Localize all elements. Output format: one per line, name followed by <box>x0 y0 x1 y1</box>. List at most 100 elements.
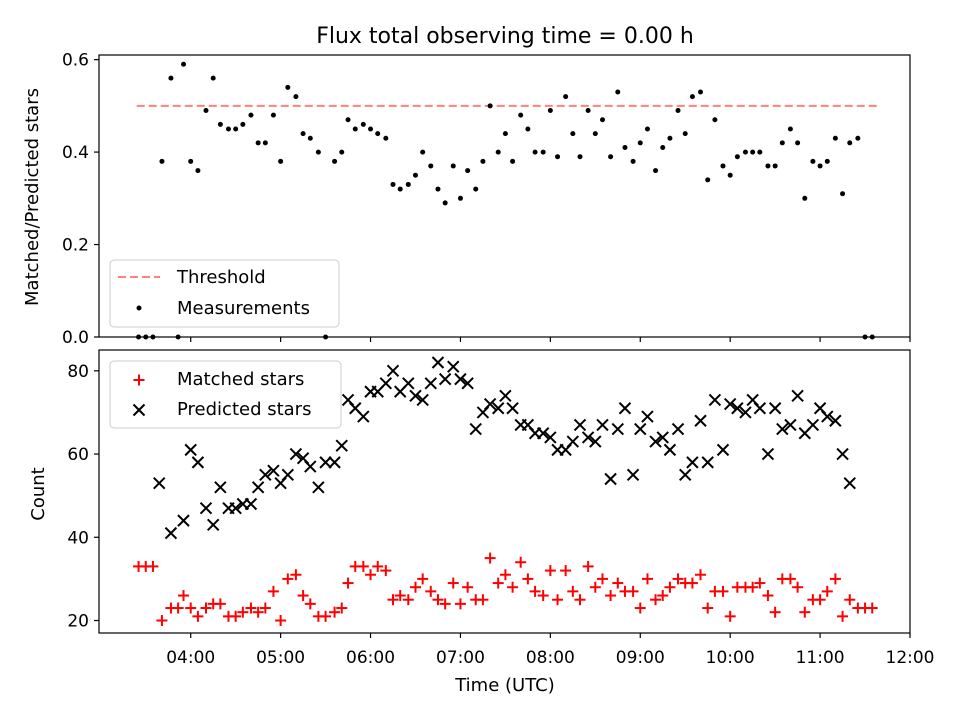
matched-star-point <box>529 585 541 597</box>
predicted-star-point <box>634 422 647 436</box>
matched-star-point <box>304 598 316 610</box>
matched-star-point <box>447 577 459 589</box>
matched-star-point <box>567 585 579 597</box>
matched-star-point <box>844 594 856 606</box>
matched-star-point <box>185 602 197 614</box>
measurement-point <box>510 158 516 164</box>
predicted-star-point <box>843 476 856 490</box>
measurement-point <box>608 154 614 160</box>
measurement-point <box>750 149 756 155</box>
measurement-point <box>293 94 299 100</box>
matched-star-point <box>747 581 759 593</box>
measurement-point <box>375 131 381 137</box>
measurement-point <box>765 163 771 169</box>
measurement-point <box>585 107 591 113</box>
matched-star-point <box>290 569 302 581</box>
predicted-star-point <box>573 418 587 432</box>
measurement-point <box>734 154 740 160</box>
predicted-star-point <box>679 468 692 482</box>
matched-star-point <box>178 590 190 602</box>
matched-star-point <box>829 573 841 585</box>
measurement-point <box>360 121 366 127</box>
measurement-point <box>270 112 276 118</box>
matched-star-point <box>454 598 466 610</box>
matched-star-point <box>297 590 309 602</box>
matched-star-point <box>245 602 257 614</box>
predicted-star-point <box>469 422 482 436</box>
matched-star-point <box>409 581 421 593</box>
matched-star-point <box>792 581 804 593</box>
measurement-point <box>705 177 711 183</box>
measurement-point <box>368 126 374 132</box>
measurement-point <box>563 94 569 100</box>
measurement-point <box>532 149 538 155</box>
matched-star-point <box>237 606 249 618</box>
measurement-point <box>720 163 726 169</box>
measurement-point <box>675 107 681 113</box>
measurement-point <box>570 131 576 137</box>
top-panel: 0.0 0.2 0.4 0.6 Matched/Predicted stars Thr… <box>22 51 911 348</box>
measurement-point <box>210 75 216 81</box>
predicted-star-point <box>731 402 744 415</box>
measurement-point <box>772 163 778 169</box>
measurement-point <box>742 149 748 155</box>
predicted-star-point <box>589 435 602 448</box>
legend-measurements-swatch <box>136 305 142 311</box>
matched-star-point <box>365 569 377 581</box>
matched-star-point <box>627 585 639 597</box>
predicted-star-point <box>506 402 519 415</box>
measurement-point <box>630 158 636 164</box>
predicted-star-point <box>671 422 685 436</box>
matched-star-point <box>754 577 766 589</box>
predicted-star-point <box>289 447 303 461</box>
measurement-point <box>450 163 456 169</box>
bottom-panel: 20 40 60 80 04:00 05:00 06:00 07:00 08:00 09:00 1… <box>28 349 935 696</box>
measurement-point <box>278 158 284 164</box>
matched-star-point <box>605 590 617 602</box>
top-y-tick-label: 0.6 <box>62 51 89 71</box>
measurement-point <box>217 121 223 127</box>
matched-star-point <box>695 569 707 581</box>
predicted-star-point <box>447 360 460 373</box>
matched-star-point <box>657 590 669 602</box>
matched-star-point <box>821 585 833 597</box>
predicted-star-point <box>641 410 654 423</box>
matched-star-point <box>537 590 549 602</box>
measurement-point <box>225 126 231 132</box>
matched-star-point <box>214 598 226 610</box>
matched-star-point <box>769 606 781 618</box>
x-tick-label: 06:00 <box>346 648 395 668</box>
predicted-star-point <box>259 468 272 482</box>
predicted-star-point <box>536 427 550 440</box>
predicted-star-point <box>776 422 789 436</box>
measurement-point <box>660 144 666 150</box>
measurement-point <box>615 89 621 95</box>
matched-star-point <box>686 577 698 589</box>
measurement-point <box>465 168 471 174</box>
bottom-y-axis-label: Count <box>28 467 49 520</box>
matched-star-point <box>837 610 849 622</box>
measurement-point <box>397 186 403 192</box>
matched-star-point <box>484 552 496 564</box>
predicted-star-point <box>335 439 348 452</box>
matched-star-point <box>762 590 774 602</box>
measurement-point <box>547 107 553 113</box>
matched-star-point <box>799 606 811 618</box>
predicted-star-point <box>566 435 580 448</box>
matched-star-point <box>357 560 369 572</box>
top-y-tick-label: 0.4 <box>62 143 89 163</box>
measurement-point <box>555 154 561 160</box>
legend-measurements-label: Measurements <box>177 298 310 319</box>
predicted-star-point <box>304 460 317 473</box>
measurement-point <box>592 131 598 137</box>
predicted-star-point <box>281 468 295 482</box>
measurement-point <box>255 140 261 146</box>
predicted-star-point <box>461 377 474 390</box>
predicted-star-point <box>739 406 752 419</box>
matched-star-point <box>275 615 287 627</box>
matched-star-point <box>702 602 714 614</box>
measurement-point <box>168 75 174 81</box>
predicted-star-point <box>821 410 834 423</box>
measurement-point <box>832 135 838 141</box>
matched-star-point <box>282 573 294 585</box>
